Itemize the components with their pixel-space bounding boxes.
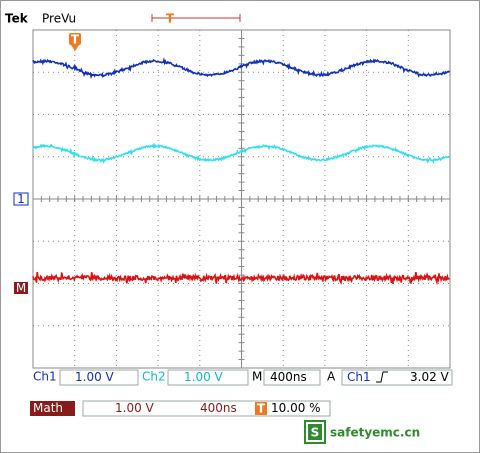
time-box [263,369,321,386]
logo-bg [308,424,322,440]
trigger-marker: T [166,12,175,26]
math-time: 400ns [200,401,237,415]
slope-icon [376,371,388,383]
math-wave [32,271,450,286]
graticule [32,29,451,369]
math-box [82,400,331,417]
waveforms [32,57,451,286]
watermark: safetyemc.cn [330,426,420,440]
ch2-box [167,369,249,386]
trigger-box [341,369,453,386]
time-scale: 400ns [270,370,307,384]
math-trigger-bg [255,402,267,415]
trigger-pos: T [71,33,80,47]
time-label: M [252,370,262,384]
math-label: Math [33,401,63,415]
brand: Tek [5,12,29,26]
trigger-mode: A [327,370,336,384]
ch2-scale: 1.00 V [184,370,224,384]
math-label-bg [30,401,75,416]
ch1-marker-bg [13,192,29,206]
trigger-arrow [71,45,79,51]
math-marker-bg [14,282,28,294]
trigger-level: 3.02 V [410,370,450,384]
ch2-wave [32,142,450,164]
ch2-label: Ch2 [142,370,166,384]
logo: S [311,426,320,440]
math-trigger: T [257,402,266,416]
ch1-label: Ch1 [33,370,57,384]
math-position: 10.00 % [271,401,321,415]
mode: PreVu [42,12,76,26]
ch1-wave [32,57,451,80]
ch1-box [59,369,139,386]
trigger-pos-bg [69,33,81,45]
ch1-marker: 1 [17,192,25,206]
trigger-source: Ch1 [347,370,371,384]
math-scale: 1.00 V [115,401,155,415]
math-marker: M [16,281,26,295]
ch1-scale: 1.00 V [75,370,115,384]
